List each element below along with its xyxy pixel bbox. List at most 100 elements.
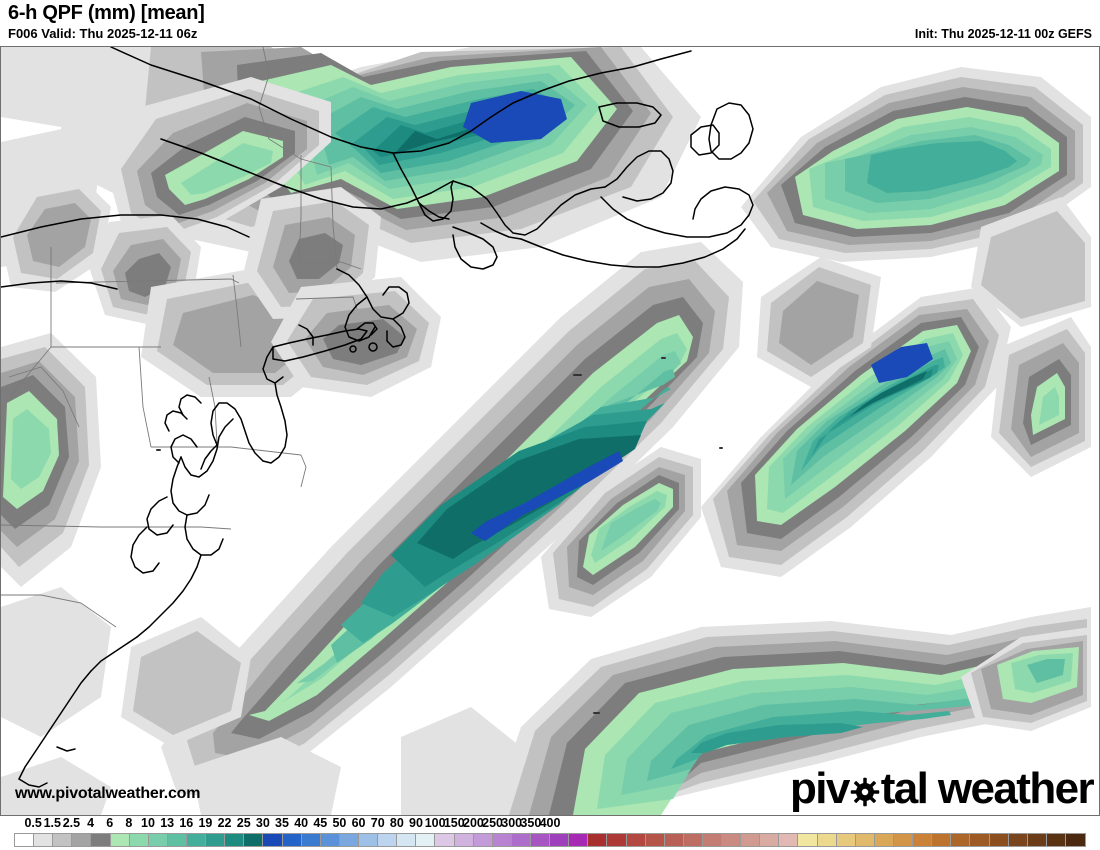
colorbar-tick-label: 350 — [520, 816, 542, 830]
colorbar-tick-label: 90 — [409, 816, 423, 830]
colorbar-swatch[interactable] — [435, 834, 455, 846]
pivotal-weather-logo: piv tal weather — [789, 764, 1095, 813]
colorbar-tick-label: 250 — [482, 816, 503, 830]
colorbar-swatch[interactable] — [722, 834, 742, 846]
colorbar-swatch[interactable] — [1027, 834, 1047, 846]
colorbar-tick-label: 50 — [332, 816, 347, 830]
colorbar-tick-label: 200 — [462, 816, 484, 830]
colorbar-swatch[interactable] — [454, 834, 474, 846]
colorbar-tick-label: 8 — [125, 816, 133, 830]
colorbar-tick-label: 25 — [236, 816, 251, 830]
colorbar-swatch[interactable] — [301, 834, 321, 846]
colorbar-swatch[interactable] — [91, 834, 111, 846]
colorbar-swatch[interactable] — [1066, 834, 1086, 846]
colorbar-swatch[interactable] — [110, 834, 130, 846]
colorbar-swatch[interactable] — [129, 834, 149, 846]
colorbar-swatch[interactable] — [244, 834, 264, 846]
colorbar-swatch[interactable] — [741, 834, 761, 846]
colorbar-tick-labels: 0.5 1.5 2.5 4 6 8 10 13 16 19 22 25 30 35 40 45 50 60 70 80… — [0, 816, 1100, 832]
colorbar-tick-label: 100 — [424, 816, 446, 830]
colorbar-swatch[interactable] — [1008, 834, 1028, 846]
colorbar-swatch[interactable] — [836, 834, 856, 846]
colorbar-tick-label: 35 — [275, 816, 289, 830]
colorbar-tick-label: 0.5 — [24, 816, 42, 830]
colorbar-swatch[interactable] — [645, 834, 665, 846]
colorbar-swatch[interactable] — [1046, 834, 1067, 846]
colorbar-swatch[interactable] — [378, 834, 398, 846]
colorbar-swatch[interactable] — [511, 834, 531, 846]
colorbar-tick-label: 2.5 — [62, 816, 81, 830]
colorbar-legend[interactable]: 0.5 1.5 2.5 4 6 8 10 13 16 19 22 25 30 35 40 45 50 60 70 80… — [0, 816, 1100, 850]
colorbar-swatch[interactable] — [186, 834, 207, 846]
colorbar-swatch[interactable] — [15, 834, 35, 846]
contour-group-ne-corner — [961, 627, 1091, 731]
colorbar-swatch[interactable] — [167, 834, 187, 846]
colorbar-swatch[interactable] — [874, 834, 895, 846]
logo-text-post: tal weather — [880, 764, 1095, 813]
colorbar-tick-label: 60 — [351, 816, 366, 830]
colorbar-swatch[interactable] — [913, 834, 933, 846]
colorbar-tick-label: 150 — [443, 816, 465, 830]
colorbar-swatch[interactable] — [550, 834, 570, 846]
contour-group-st-lawrence — [106, 77, 331, 247]
colorbar-swatch[interactable] — [664, 834, 684, 846]
colorbar-swatch[interactable] — [817, 834, 837, 846]
contour-label-marks — [156, 357, 723, 714]
page-title: 6-h QPF (mm) [mean] — [8, 2, 205, 24]
colorbar-swatch[interactable] — [760, 834, 780, 846]
colorbar-swatch[interactable] — [588, 834, 608, 846]
colorbar-swatch[interactable] — [473, 834, 493, 846]
colorbar-swatch[interactable] — [607, 834, 627, 846]
contour-group-southern-offshore — [491, 607, 1091, 815]
colorbar-tick-label: 300 — [501, 816, 523, 830]
coastline — [1, 47, 754, 788]
colorbar-swatch[interactable] — [683, 834, 703, 846]
colorbar-swatch[interactable] — [894, 834, 914, 846]
colorbar-swatch[interactable] — [206, 834, 226, 846]
contour-group-misc-grey — [1, 47, 1091, 815]
colorbar-swatch[interactable] — [932, 834, 952, 846]
colorbar-swatch[interactable] — [148, 834, 168, 846]
colorbar-tick-label: 6 — [106, 816, 114, 830]
contour-group-secondary-band — [541, 447, 701, 617]
colorbar-swatch[interactable] — [339, 834, 359, 846]
logo-text-pre: piv — [789, 764, 850, 813]
colorbar-swatch[interactable] — [263, 834, 283, 846]
qpf-contour-map — [1, 47, 1099, 815]
colorbar-tick-label: 80 — [389, 816, 404, 830]
contour-group-new-england — [243, 187, 441, 397]
colorbar-swatch[interactable] — [702, 834, 723, 846]
map-header: 6-h QPF (mm) [mean] F006 Valid: Thu 2025… — [0, 0, 1100, 46]
colorbar-tick-label: 16 — [179, 816, 194, 830]
colorbar-swatch[interactable] — [970, 834, 990, 846]
colorbar-swatch[interactable] — [779, 834, 799, 846]
colorbar-swatches[interactable] — [14, 833, 1086, 847]
colorbar-swatch[interactable] — [855, 834, 875, 846]
colorbar-swatch[interactable] — [225, 834, 245, 846]
colorbar-swatch[interactable] — [397, 834, 417, 846]
colorbar-swatch[interactable] — [569, 834, 589, 846]
colorbar-swatch[interactable] — [530, 834, 551, 846]
colorbar-tick-label: 30 — [255, 816, 270, 830]
state-borders — [1, 47, 362, 628]
colorbar-swatch[interactable] — [282, 834, 302, 846]
colorbar-swatch[interactable] — [798, 834, 818, 846]
colorbar-swatch[interactable] — [951, 834, 971, 846]
colorbar-swatch[interactable] — [72, 834, 92, 846]
colorbar-swatch[interactable] — [626, 834, 646, 846]
colorbar-tick-label: 1.5 — [43, 816, 61, 830]
colorbar-tick-label: 40 — [294, 816, 309, 830]
contour-group-central-atlantic — [161, 242, 743, 799]
colorbar-swatch[interactable] — [492, 834, 512, 846]
colorbar-swatch[interactable] — [34, 834, 54, 846]
colorbar-tick-label: 13 — [160, 816, 175, 830]
colorbar-tick-label: 10 — [141, 816, 155, 830]
gear-icon — [850, 777, 880, 807]
colorbar-swatch[interactable] — [416, 834, 436, 846]
map-canvas[interactable]: www.pivotalweather.com piv tal weather — [0, 46, 1100, 816]
colorbar-swatch[interactable] — [53, 834, 73, 846]
colorbar-swatch[interactable] — [320, 834, 340, 846]
colorbar-swatch[interactable] — [358, 834, 379, 846]
colorbar-swatch[interactable] — [989, 834, 1009, 846]
